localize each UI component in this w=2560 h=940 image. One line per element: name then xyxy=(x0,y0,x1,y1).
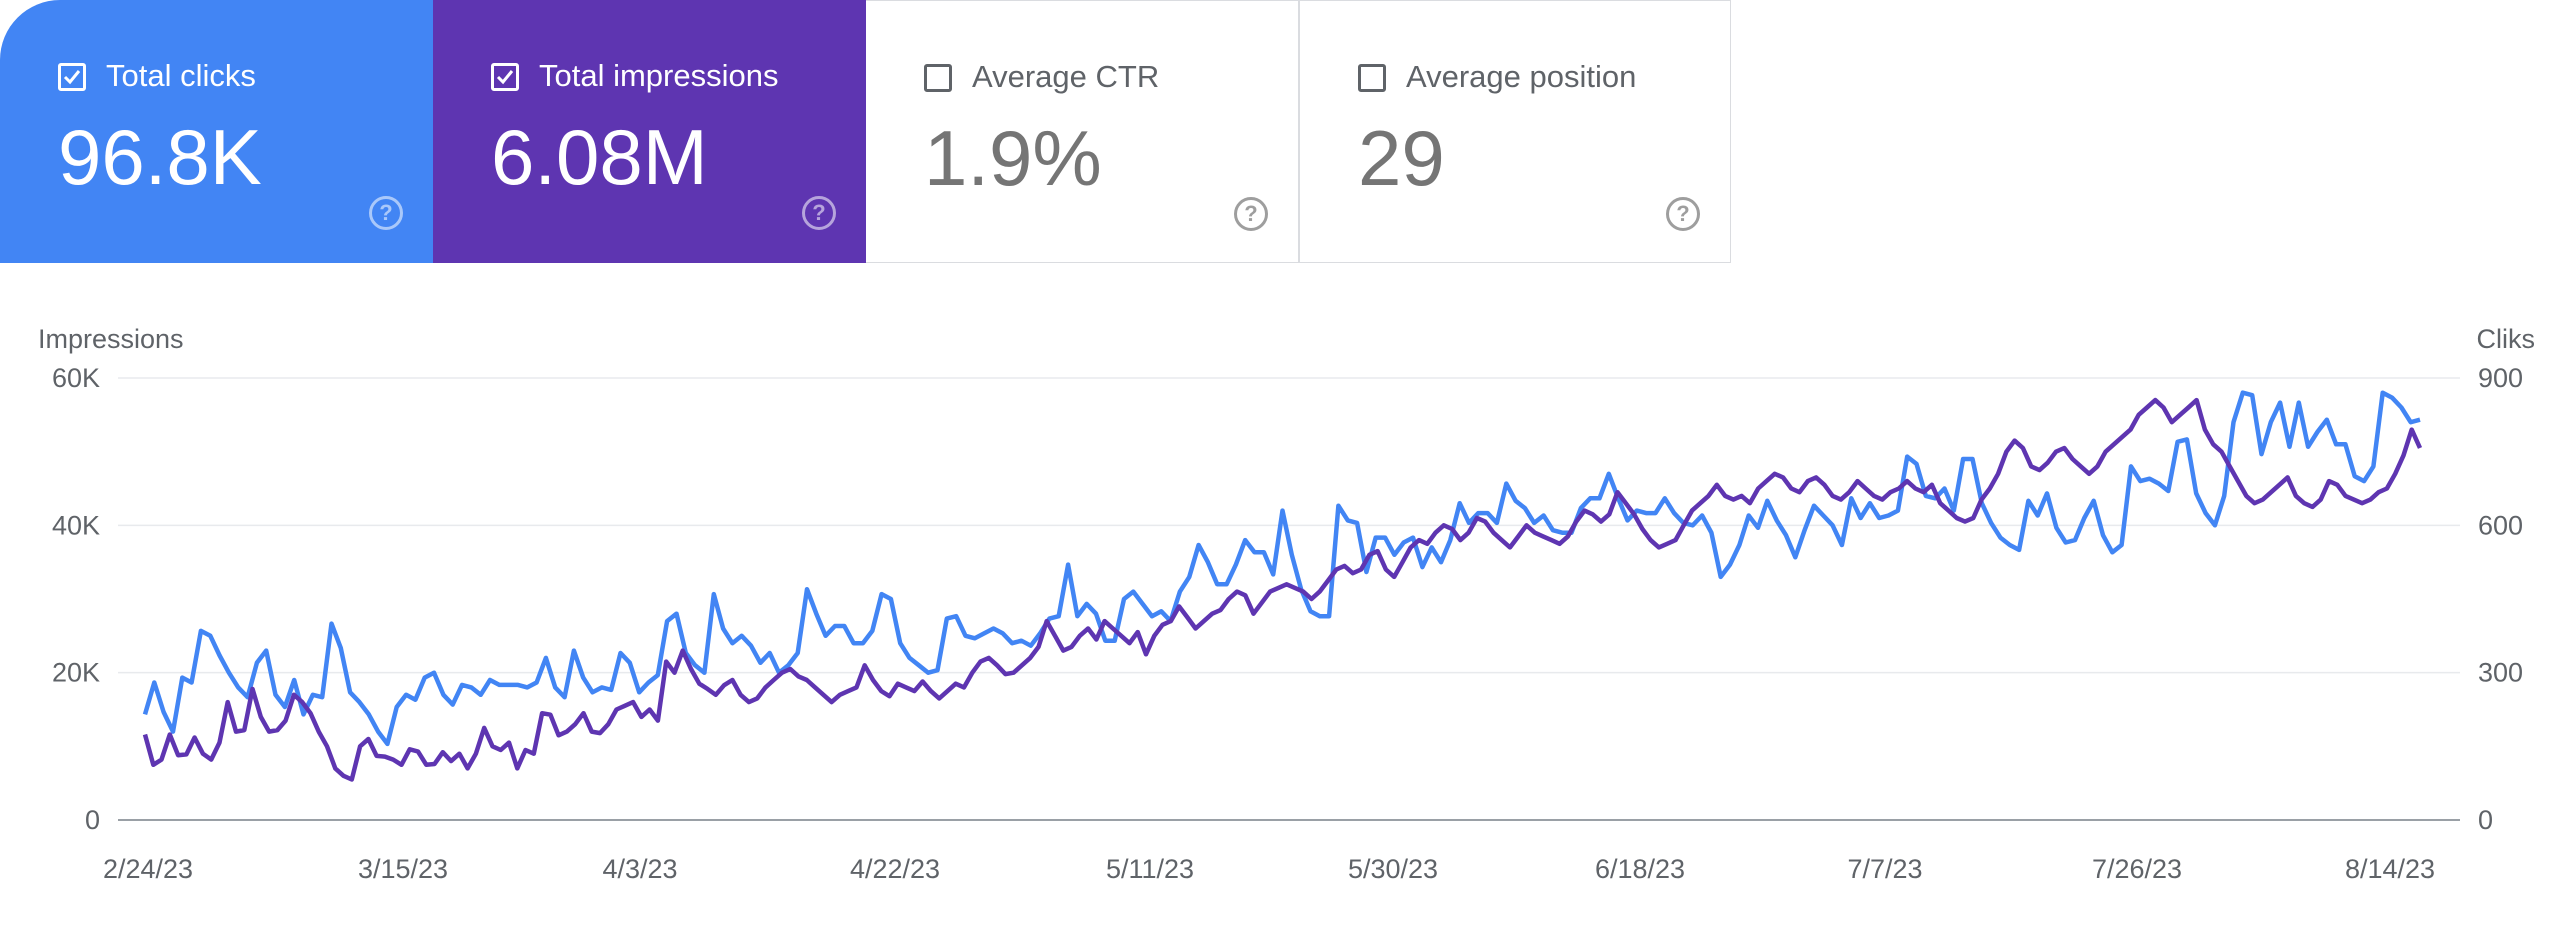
y-right-ticks: 0 300 600 900 xyxy=(2478,363,2523,835)
card-value: 1.9% xyxy=(924,114,1102,202)
x-tick-label: 4/3/23 xyxy=(602,854,677,884)
checkbox-unchecked-icon[interactable] xyxy=(1358,64,1386,92)
card-label: Average position xyxy=(1406,59,1637,94)
help-icon[interactable]: ? xyxy=(802,196,836,230)
chart-grid xyxy=(118,377,2460,821)
card-total-clicks[interactable]: Total clicks 96.8K ? xyxy=(0,0,433,263)
x-tick-label: 7/7/23 xyxy=(1847,854,1922,884)
card-average-ctr[interactable]: Average CTR 1.9% ? xyxy=(866,0,1299,263)
help-icon[interactable]: ? xyxy=(369,196,403,230)
x-tick-label: 5/11/23 xyxy=(1106,854,1194,884)
x-tick-label: 2/24/23 xyxy=(103,854,193,884)
y-right-tick-label: 0 xyxy=(2478,805,2493,835)
metric-cards: Total clicks 96.8K ? Total impressions 6… xyxy=(0,0,1731,263)
checkbox-checked-icon[interactable] xyxy=(491,63,519,91)
help-icon[interactable]: ? xyxy=(1666,197,1700,231)
x-tick-label: 3/15/23 xyxy=(358,854,448,884)
card-value: 96.8K xyxy=(58,113,262,201)
clicks-series-line xyxy=(142,390,2421,747)
card-label: Total clicks xyxy=(106,58,256,93)
y-left-axis-title: Impressions xyxy=(38,324,184,354)
x-tick-label: 6/18/23 xyxy=(1595,854,1685,884)
help-icon[interactable]: ? xyxy=(1234,197,1268,231)
x-tick-label: 7/26/23 xyxy=(2092,854,2182,884)
card-value: 29 xyxy=(1358,114,1445,202)
card-label: Average CTR xyxy=(972,59,1160,94)
x-tick-label: 4/22/23 xyxy=(850,854,940,884)
y-right-tick-label: 600 xyxy=(2478,510,2523,540)
x-axis-ticks: 2/24/23 3/15/23 4/3/23 4/22/23 5/11/23 5/30/2… xyxy=(103,854,2435,884)
y-left-ticks: 0 20K 40K 60K xyxy=(52,363,100,835)
y-right-tick-label: 300 xyxy=(2478,658,2523,688)
y-right-tick-label: 900 xyxy=(2478,363,2523,393)
card-value: 6.08M xyxy=(491,113,708,201)
impressions-series-line xyxy=(142,397,2423,782)
card-label: Total impressions xyxy=(539,58,779,93)
y-left-tick-label: 20K xyxy=(52,658,100,688)
y-left-tick-label: 60K xyxy=(52,363,100,393)
checkbox-unchecked-icon[interactable] xyxy=(924,64,952,92)
y-left-tick-label: 0 xyxy=(85,805,100,835)
x-tick-label: 5/30/23 xyxy=(1348,854,1438,884)
y-right-axis-title: Cliks xyxy=(2477,324,2536,354)
card-average-position[interactable]: Average position 29 ? xyxy=(1299,0,1731,263)
card-total-impressions[interactable]: Total impressions 6.08M ? xyxy=(433,0,866,263)
series-lines xyxy=(142,390,2423,782)
checkbox-checked-icon[interactable] xyxy=(58,63,86,91)
x-tick-label: 8/14/23 xyxy=(2345,854,2435,884)
y-left-tick-label: 40K xyxy=(52,510,100,540)
